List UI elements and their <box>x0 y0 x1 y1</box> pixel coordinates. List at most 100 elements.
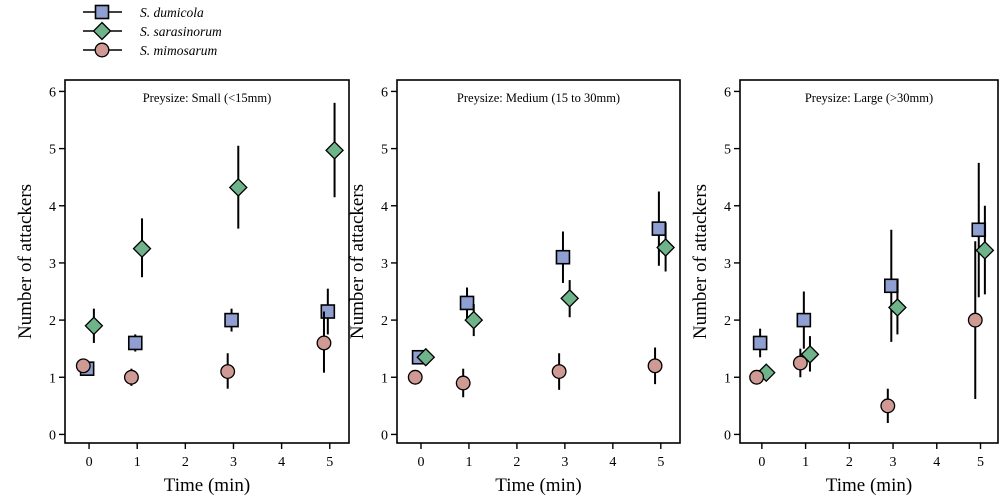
legend-label: S. mimosarum <box>140 43 218 58</box>
data-point <box>228 178 248 197</box>
x-tick-label: 2 <box>846 455 853 470</box>
y-tick-label: 0 <box>49 428 56 443</box>
data-series <box>752 162 987 358</box>
y-tick-label: 4 <box>381 200 388 215</box>
y-tick-label: 6 <box>724 85 731 100</box>
x-tick-label: 5 <box>657 455 664 470</box>
chart-panel: 0 1 2 3 4 5 6 0 1 2 3 4 5 Preysize: Large (>30mm) Time… <box>690 79 999 496</box>
y-tick-label: 1 <box>381 371 388 386</box>
x-tick-label: 4 <box>933 455 940 470</box>
data-point <box>316 335 332 351</box>
legend-item: S. dumicola <box>83 4 204 20</box>
data-point <box>123 369 139 385</box>
data-point <box>455 375 471 391</box>
y-tick-label: 4 <box>49 200 56 215</box>
y-axis-label: Number of attackers <box>347 184 368 339</box>
data-point <box>84 316 104 336</box>
y-tick-label: 3 <box>724 257 731 272</box>
data-point <box>224 312 239 328</box>
y-tick-label: 4 <box>724 200 731 215</box>
data-point <box>749 369 765 385</box>
data-point <box>884 278 899 294</box>
chart-panel: 0 1 2 3 4 5 6 0 1 2 3 4 5 Preysize: Small (<15mm) Time… <box>15 79 350 496</box>
data-point <box>555 249 571 265</box>
data-series <box>411 191 667 365</box>
data-point <box>656 238 676 257</box>
x-tick-label: 2 <box>182 455 189 470</box>
data-point <box>560 288 580 308</box>
x-tick-label: 1 <box>802 455 809 470</box>
y-axis-label: Number of attackers <box>15 184 36 339</box>
legend-label: S. dumicola <box>140 5 204 20</box>
y-tick-label: 1 <box>49 371 56 386</box>
data-point <box>127 335 143 351</box>
y-tick-label: 3 <box>49 257 56 272</box>
data-point <box>888 298 907 317</box>
y-tick-label: 0 <box>381 428 388 443</box>
x-axis-label: Time (min) <box>164 475 250 496</box>
legend: S. dumicola S. sarasinorum S. mimosarum <box>83 4 222 58</box>
data-point <box>967 312 983 328</box>
y-tick-label: 3 <box>381 257 388 272</box>
data-point <box>132 239 152 259</box>
data-point <box>975 240 995 260</box>
x-tick-label: 3 <box>230 455 237 470</box>
data-series <box>75 311 332 389</box>
x-tick-label: 4 <box>278 455 285 470</box>
x-tick-label: 1 <box>134 455 141 470</box>
data-series <box>407 347 663 398</box>
x-tick-label: 2 <box>513 455 520 470</box>
y-tick-label: 6 <box>381 85 388 100</box>
data-point <box>792 355 808 371</box>
plot-frame <box>739 79 999 444</box>
y-tick-label: 2 <box>49 314 56 329</box>
plot-frame <box>64 79 350 444</box>
data-point <box>464 310 484 330</box>
x-tick-label: 0 <box>758 455 765 470</box>
y-tick-label: 5 <box>49 143 56 158</box>
y-tick-label: 2 <box>381 314 388 329</box>
data-point <box>647 358 663 374</box>
data-series <box>756 205 995 383</box>
x-tick-label: 5 <box>326 455 333 470</box>
y-tick-label: 2 <box>724 314 731 329</box>
x-tick-label: 3 <box>890 455 897 470</box>
data-point <box>325 140 344 160</box>
chart-panels: 0 1 2 3 4 5 6 0 1 2 3 4 5 Preysize: Small (<15mm) Time… <box>15 79 999 496</box>
data-point <box>796 312 812 328</box>
x-tick-label: 4 <box>609 455 616 470</box>
data-point <box>416 347 436 367</box>
y-tick-label: 6 <box>49 85 56 100</box>
x-tick-label: 0 <box>417 455 424 470</box>
legend-marker <box>94 42 110 58</box>
plot-frame <box>396 79 681 444</box>
data-series <box>416 222 676 367</box>
data-point <box>880 398 896 414</box>
panel-title: Preysize: Large (>30mm) <box>805 91 933 105</box>
x-axis-label: Time (min) <box>495 475 581 496</box>
y-axis-label: Number of attackers <box>690 184 711 339</box>
legend-item: S. sarasinorum <box>83 21 222 41</box>
y-tick-label: 5 <box>381 143 388 158</box>
data-series <box>84 102 344 343</box>
legend-label: S. sarasinorum <box>140 24 222 39</box>
x-tick-label: 5 <box>977 455 984 470</box>
panel-title: Preysize: Small (<15mm) <box>143 91 272 105</box>
x-tick-label: 3 <box>561 455 568 470</box>
legend-item: S. mimosarum <box>83 42 218 58</box>
chart-panel: 0 1 2 3 4 5 6 0 1 2 3 4 5 Preysize: Medium (15 to 30m… <box>347 79 681 496</box>
data-point <box>651 221 667 236</box>
data-point <box>75 358 91 374</box>
data-point <box>459 295 475 311</box>
x-tick-label: 1 <box>465 455 472 470</box>
x-tick-label: 0 <box>86 455 93 470</box>
data-point <box>752 335 768 351</box>
data-point <box>220 364 236 379</box>
legend-marker <box>94 4 110 20</box>
data-point <box>407 369 423 385</box>
x-axis-label: Time (min) <box>826 475 912 496</box>
y-tick-label: 1 <box>724 371 731 386</box>
data-series <box>749 241 983 423</box>
